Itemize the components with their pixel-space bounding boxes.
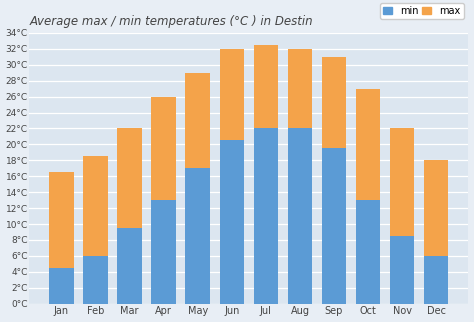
- Bar: [356, 89, 380, 304]
- Bar: [151, 97, 176, 304]
- Bar: [424, 160, 448, 304]
- Bar: [83, 256, 108, 304]
- Bar: [219, 140, 244, 304]
- Text: Average max / min temperatures (°C ) in Destin: Average max / min temperatures (°C ) in …: [29, 14, 313, 28]
- Bar: [390, 128, 414, 304]
- Bar: [254, 45, 278, 304]
- Bar: [356, 200, 380, 304]
- Bar: [322, 57, 346, 304]
- Bar: [322, 148, 346, 304]
- Bar: [83, 156, 108, 304]
- Bar: [390, 236, 414, 304]
- Bar: [288, 128, 312, 304]
- Legend: min, max: min, max: [380, 3, 464, 19]
- Bar: [185, 73, 210, 304]
- Bar: [151, 200, 176, 304]
- Bar: [49, 172, 73, 304]
- Bar: [117, 228, 142, 304]
- Bar: [117, 128, 142, 304]
- Bar: [219, 49, 244, 304]
- Bar: [49, 268, 73, 304]
- Bar: [424, 256, 448, 304]
- Bar: [185, 168, 210, 304]
- Bar: [254, 128, 278, 304]
- Bar: [288, 49, 312, 304]
